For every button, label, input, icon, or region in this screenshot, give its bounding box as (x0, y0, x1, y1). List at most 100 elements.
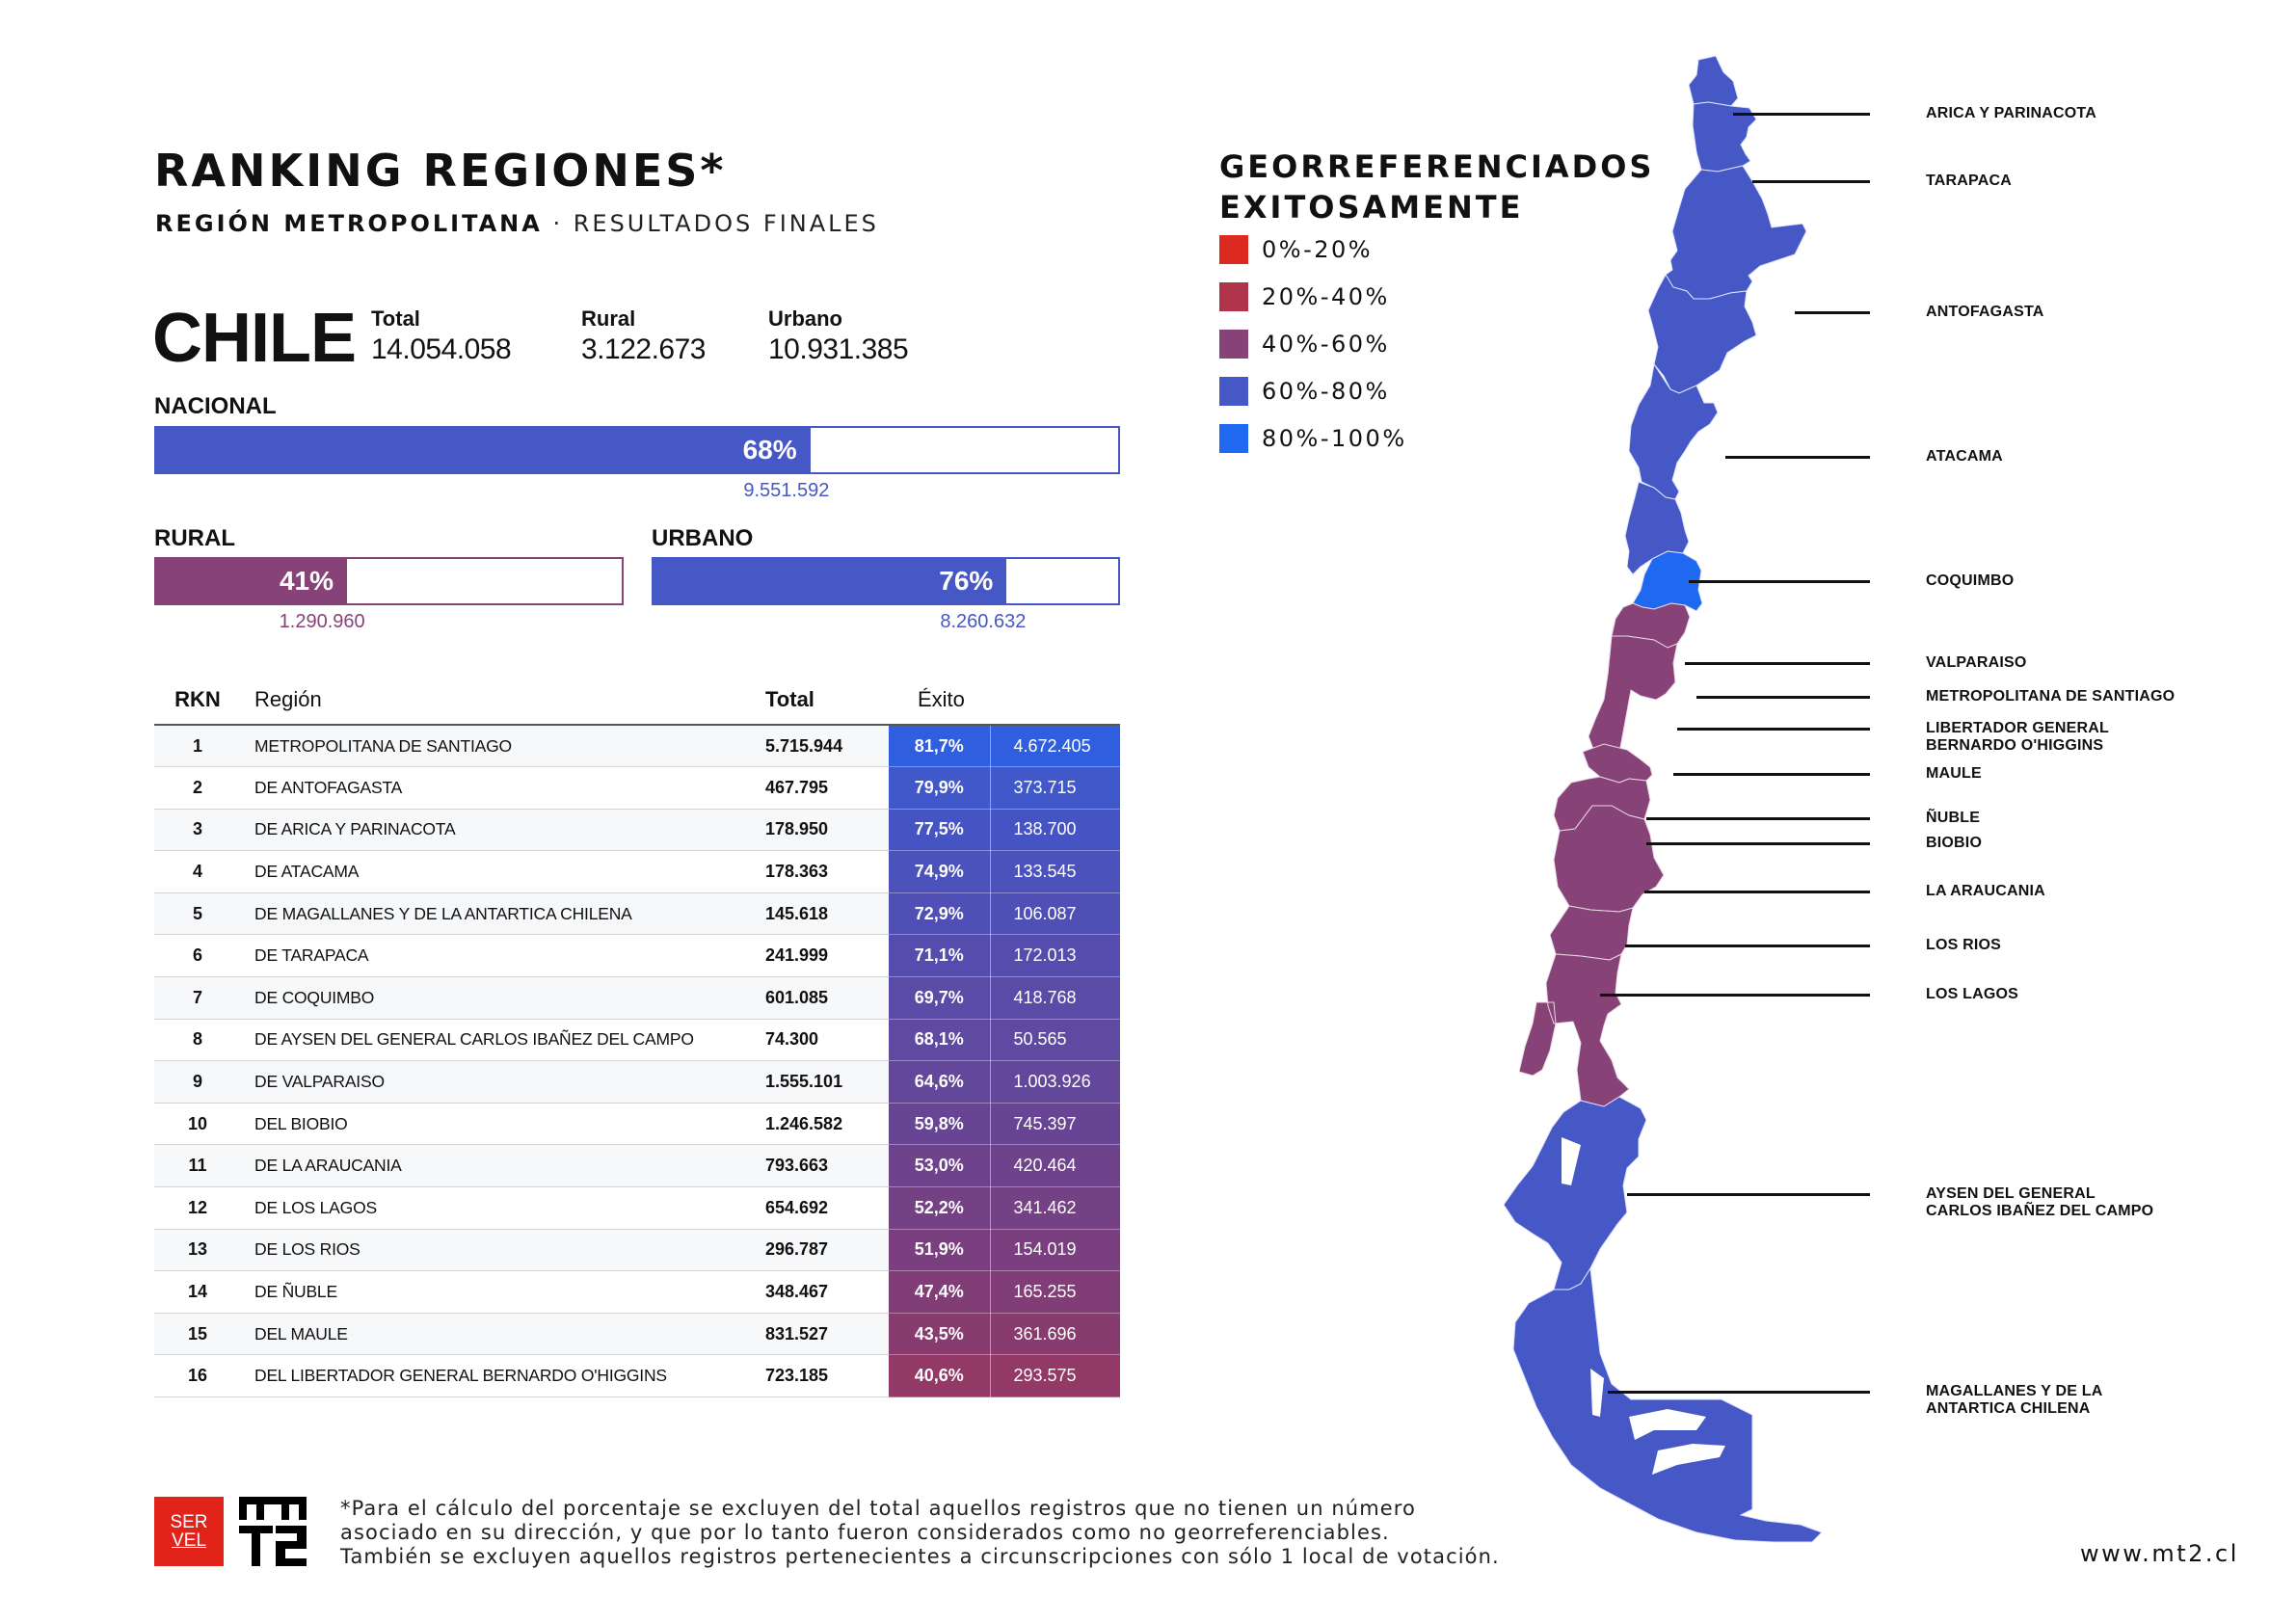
urbano-label: URBANO (652, 525, 754, 551)
callout-label: ANTOFAGASTA (1926, 304, 2044, 320)
region-los-rios (1549, 905, 1634, 961)
header-exito: Éxito (918, 686, 965, 711)
success-percent-cell: 79,9% (889, 766, 991, 810)
success-count-cell: 418.768 (990, 976, 1120, 1020)
rural-progress-bar: 41% (154, 557, 624, 605)
country-name: CHILE (152, 300, 357, 377)
success-percent-cell: 40,6% (889, 1354, 991, 1397)
rank-cell: 9 (154, 1060, 241, 1104)
legend-label: 80%-100% (1262, 425, 1407, 452)
region-cell: DE MAGALLANES Y DE LA ANTARTICA CHILENA (241, 892, 765, 936)
region-los-lagos (1518, 953, 1630, 1107)
legend-label: 40%-60% (1262, 331, 1390, 358)
stat-urbano: Urbano 10.931.385 (768, 306, 909, 366)
subtitle-region: REGIÓN METROPOLITANA (155, 210, 543, 237)
callout-line (1752, 180, 1870, 183)
header-region: Región (254, 686, 322, 711)
map-regions (1503, 55, 1823, 1543)
nacional-bar-fill: 68% (156, 428, 811, 472)
total-cell: 601.085 (765, 976, 889, 1020)
nacional-label: NACIONAL (154, 393, 277, 419)
callout-label: BIOBIO (1926, 835, 1983, 851)
total-cell: 723.185 (765, 1354, 889, 1397)
legend-swatch (1219, 377, 1248, 406)
region-cell: DE ANTOFAGASTA (241, 766, 765, 810)
region-metropolitana (1632, 550, 1703, 612)
stat-urbano-label: Urbano (768, 306, 842, 331)
callout-label: ARICA Y PARINACOTA (1926, 105, 2096, 121)
table-row: 6 DE TARAPACA 241.999 71,1% 172.013 (154, 934, 1120, 978)
rank-cell: 4 (154, 850, 241, 893)
success-count-cell: 293.575 (990, 1354, 1120, 1397)
success-percent-cell: 72,9% (889, 892, 991, 936)
legend-swatch (1219, 235, 1248, 264)
subtitle-separator: · (542, 210, 574, 237)
success-percent-cell: 77,5% (889, 809, 991, 852)
footnote-line-1: *Para el cálculo del porcentaje se exclu… (340, 1497, 1417, 1520)
page-title: RANKING REGIONES* (154, 145, 727, 197)
region-cell: DE LA ARAUCANIA (241, 1144, 765, 1188)
success-count-cell: 1.003.926 (990, 1060, 1120, 1104)
callout-line (1627, 1193, 1870, 1196)
stat-rural-label: Rural (581, 306, 636, 331)
table-row: 12 DE LOS LAGOS 654.692 52,2% 341.462 (154, 1186, 1120, 1230)
header-rkn: RKN (174, 686, 221, 711)
stat-rural: Rural 3.122.673 (581, 306, 706, 366)
callout-label: METROPOLITANA DE SANTIAGO (1926, 688, 2176, 705)
urbano-progress-bar: 76% (652, 557, 1120, 605)
callout-label: LOS LAGOS (1926, 986, 2019, 1002)
nacional-progress-bar: 68% (154, 426, 1120, 474)
success-count-cell: 420.464 (990, 1144, 1120, 1188)
callout-label: LOS RIOS (1926, 937, 2002, 953)
success-count-cell: 373.715 (990, 766, 1120, 810)
legend-swatch (1219, 330, 1248, 359)
total-cell: 145.618 (765, 892, 889, 936)
table-row: 11 DE LA ARAUCANIA 793.663 53,0% 420.464 (154, 1144, 1120, 1188)
total-cell: 74.300 (765, 1019, 889, 1062)
legend-label: 0%-20% (1262, 236, 1374, 263)
ranking-table: RKN Región Total Éxito 1 METROPOLITANA DE… (154, 675, 1120, 1397)
success-count-cell: 138.700 (990, 809, 1120, 852)
legend-label: 60%-80% (1262, 378, 1390, 405)
region-cell: DE VALPARAISO (241, 1060, 765, 1104)
total-cell: 296.787 (765, 1229, 889, 1272)
subtitle-results: RESULTADOS FINALES (573, 210, 879, 237)
rural-label: RURAL (154, 525, 235, 551)
callout-label: COQUIMBO (1926, 572, 2015, 589)
table-row: 2 DE ANTOFAGASTA 467.795 79,9% 373.715 (154, 766, 1120, 810)
success-count-cell: 154.019 (990, 1229, 1120, 1272)
success-count-cell: 165.255 (990, 1270, 1120, 1314)
table-row: 15 DEL MAULE 831.527 43,5% 361.696 (154, 1313, 1120, 1356)
success-percent-cell: 53,0% (889, 1144, 991, 1188)
callout-line (1600, 994, 1870, 997)
legend-swatch (1219, 424, 1248, 453)
success-percent-cell: 59,8% (889, 1103, 991, 1146)
rank-cell: 12 (154, 1186, 241, 1230)
rank-cell: 15 (154, 1313, 241, 1356)
website-link[interactable]: www.mt2.cl (2080, 1540, 2239, 1567)
total-cell: 831.527 (765, 1313, 889, 1356)
rank-cell: 5 (154, 892, 241, 936)
servel-logo-line1: SER (170, 1512, 208, 1532)
region-cell: DEL LIBERTADOR GENERAL BERNARDO O'HIGGIN… (241, 1354, 765, 1397)
region-cell: DE LOS LAGOS (241, 1186, 765, 1230)
total-cell: 178.950 (765, 809, 889, 852)
rank-cell: 7 (154, 976, 241, 1020)
callout-line (1795, 311, 1870, 314)
rank-cell: 3 (154, 809, 241, 852)
region-cell: DE ÑUBLE (241, 1270, 765, 1314)
callout-label: TARAPACA (1926, 173, 2012, 189)
success-percent-cell: 71,1% (889, 934, 991, 978)
table-row: 13 DE LOS RIOS 296.787 51,9% 154.019 (154, 1229, 1120, 1272)
rural-bar-fill: 41% (156, 559, 348, 603)
total-cell: 241.999 (765, 934, 889, 978)
success-percent-cell: 52,2% (889, 1186, 991, 1230)
legend-title-line1: GEORREFERENCIADOS (1219, 148, 1655, 185)
table-row: 9 DE VALPARAISO 1.555.101 64,6% 1.003.926 (154, 1060, 1120, 1104)
table-row: 3 DE ARICA Y PARINACOTA 178.950 77,5% 138.70… (154, 809, 1120, 852)
page-subtitle: REGIÓN METROPOLITANA · RESULTADOS FINALE… (155, 210, 879, 237)
callout-line (1685, 662, 1870, 665)
success-percent-cell: 69,7% (889, 976, 991, 1020)
mt2-logo (239, 1497, 307, 1566)
callout-label: ÑUBLE (1926, 810, 1981, 826)
